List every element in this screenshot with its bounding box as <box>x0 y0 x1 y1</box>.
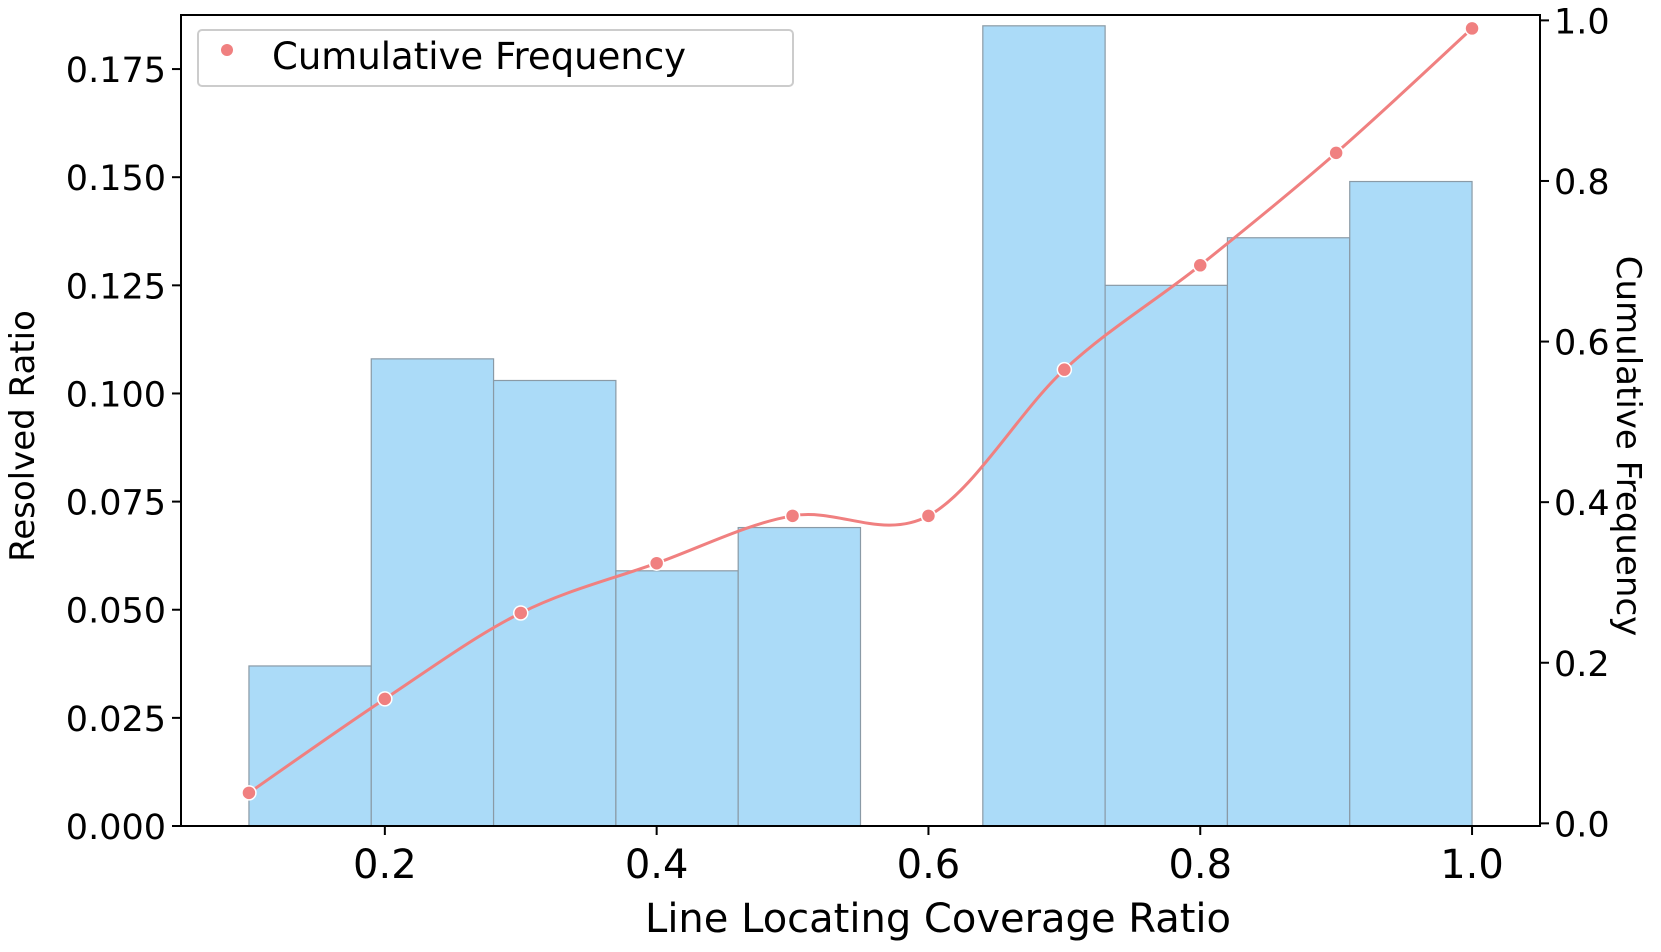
y-tick-label: 0.050 <box>66 592 166 632</box>
cumulative-point <box>1192 257 1208 274</box>
legend-label: Cumulative Frequency <box>272 35 686 78</box>
cumulative-point <box>1464 20 1480 37</box>
histogram-bar <box>1349 180 1473 827</box>
y2-tick-label: 0.6 <box>1554 324 1610 364</box>
x-tick-label: 0.4 <box>625 842 689 888</box>
y2-axis-title: Cumulative Frequency <box>1608 256 1648 637</box>
y-tick-label: 0.125 <box>66 267 166 307</box>
y-tick-label: 0.025 <box>66 700 166 740</box>
cumulative-point <box>648 555 665 571</box>
cumulative-point <box>377 691 393 707</box>
cumulative-point <box>241 785 257 801</box>
legend-box <box>197 29 794 87</box>
y-tick-label: 0.150 <box>66 159 166 199</box>
cumulative-point <box>1056 361 1073 378</box>
histogram-bar <box>370 358 495 827</box>
cumulative-point <box>1328 145 1344 161</box>
x-axis-title: Line Locating Coverage Ratio <box>645 896 1231 942</box>
y2-tick-label: 0.2 <box>1554 645 1610 685</box>
histogram-bar <box>492 379 617 827</box>
x-tick-label: 0.6 <box>897 842 961 888</box>
y-tick-label: 0.175 <box>66 51 166 91</box>
histogram-bar <box>737 526 862 827</box>
histogram-bar <box>1226 237 1351 827</box>
y2-tick-label: 0.8 <box>1554 163 1610 203</box>
x-tick-label: 0.2 <box>353 842 417 888</box>
cumulative-point <box>513 605 529 621</box>
legend: Cumulative Frequency <box>197 29 794 87</box>
y-tick-label: 0.000 <box>66 808 166 848</box>
y-axis-title: Resolved Ratio <box>3 310 43 562</box>
x-tick-label: 0.8 <box>1168 842 1232 888</box>
histogram-bar <box>615 570 739 827</box>
legend-marker <box>221 44 233 56</box>
cumulative-point <box>784 508 801 524</box>
y2-tick-label: 0.0 <box>1554 805 1610 845</box>
plot-frame <box>180 14 1541 827</box>
x-tick-label: 1.0 <box>1440 842 1504 888</box>
cumulative-line-layer <box>241 20 1480 801</box>
histogram-bar <box>982 25 1106 827</box>
y2-tick-label: 1.0 <box>1554 2 1610 42</box>
histogram-bar <box>1104 284 1229 827</box>
bars-layer <box>248 25 1473 827</box>
cumulative-point <box>920 508 937 524</box>
histogram-bar <box>248 665 372 827</box>
cumulative-frequency-line <box>248 27 1474 795</box>
y-tick-label: 0.075 <box>66 484 166 524</box>
y-tick-label: 0.100 <box>66 375 166 415</box>
y2-tick-label: 0.4 <box>1554 484 1610 524</box>
axes-layer: 0.2 0.4 0.6 0.8 1.0 0.000 0.025 0.050 0.075 0.100… <box>66 2 1610 888</box>
